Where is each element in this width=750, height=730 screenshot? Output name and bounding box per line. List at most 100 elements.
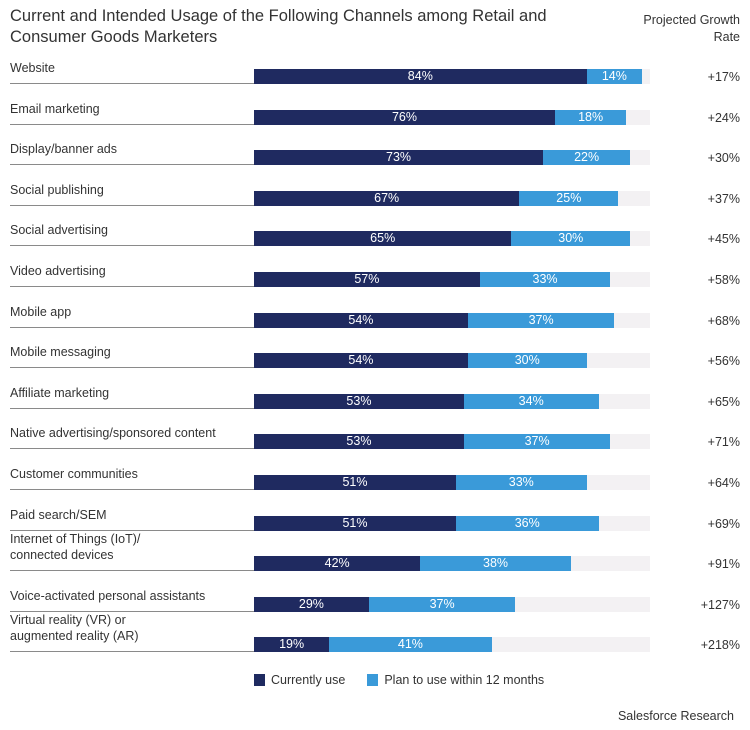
growth-rate: +71% [707, 435, 740, 450]
category-label: Paid search/SEM [10, 507, 254, 531]
bar-track: 84% 14% [254, 69, 650, 84]
bar-current: 53% [254, 434, 464, 450]
category-label: Affiliate marketing [10, 385, 254, 409]
growth-rate: +69% [707, 516, 740, 531]
bar-plan: 37% [467, 312, 615, 328]
bar-track: 73% 22% [254, 150, 650, 166]
category-label: Customer communities [10, 466, 254, 490]
category-label: Mobile app [10, 304, 254, 328]
bar-track: 54% 30% [254, 353, 650, 369]
bar-current: 73% [254, 150, 544, 166]
bar-current: 84% [254, 69, 587, 84]
growth-rate: +127% [700, 597, 740, 612]
legend-label-plan: Plan to use within 12 months [384, 673, 545, 687]
growth-rate: +68% [707, 313, 740, 328]
bar-plan: 25% [519, 190, 619, 206]
bar-row: Native advertising/sponsored content 53% 3… [0, 409, 750, 450]
bar-row: Voice-activated personal assistants 29% 37… [0, 572, 750, 612]
bar-plan: 37% [368, 596, 516, 612]
bar-plan: 38% [420, 556, 571, 572]
growth-rate: +24% [707, 110, 740, 125]
bar-current: 67% [254, 190, 520, 206]
legend-item-current: Currently use [254, 673, 345, 687]
bar-row: Social publishing 67% 25% +37% [0, 166, 750, 206]
bar-current: 76% [254, 109, 555, 125]
chart-title: Current and Intended Usage of the Follow… [10, 7, 547, 46]
category-label: Display/banner ads [10, 141, 254, 166]
bar-row: Video advertising 57% 33% +58% [0, 247, 750, 287]
bar-plan: 37% [463, 434, 611, 450]
bar-current: 51% [254, 475, 456, 490]
legend-swatch-plan [367, 674, 379, 686]
bar-row: Paid search/SEM 51% 36% +69% [0, 491, 750, 531]
growth-rate: +37% [707, 191, 740, 206]
bar-track: 67% 25% [254, 190, 650, 206]
bar-track: 42% 38% [254, 556, 650, 572]
bar-row: Email marketing 76% 18% +24% [0, 85, 750, 125]
bar-track: 76% 18% [254, 109, 650, 125]
bar-row: Mobile app 54% 37% +68% [0, 288, 750, 328]
growth-rate: +30% [707, 151, 740, 166]
category-label: Mobile messaging [10, 344, 254, 369]
bar-plan: 14% [586, 69, 643, 84]
growth-rate: +45% [707, 232, 740, 247]
bar-track: 29% 37% [254, 596, 650, 612]
bar-current: 65% [254, 231, 512, 247]
bar-row: Website 84% 14% +17% [0, 44, 750, 84]
bar-plan: 36% [455, 515, 599, 531]
bar-track: 54% 37% [254, 312, 650, 328]
category-label: Voice-activated personal assistants [10, 588, 254, 612]
bar-plan: 30% [467, 353, 587, 369]
bar-current: 53% [254, 393, 464, 409]
category-label: Internet of Things (IoT)/ connected devi… [10, 531, 254, 572]
growth-rate-header: Projected Growth Rate [643, 13, 740, 44]
legend-label-current: Currently use [271, 673, 346, 687]
bar-current: 51% [254, 515, 456, 531]
bar-track: 19% 41% [254, 637, 650, 653]
bar-track: 53% 37% [254, 434, 650, 450]
growth-rate: +218% [700, 638, 740, 653]
bar-track: 53% 34% [254, 393, 650, 409]
category-label: Social advertising [10, 222, 254, 247]
growth-rate: +91% [707, 557, 740, 572]
growth-rate: +64% [707, 476, 740, 490]
bar-current: 19% [254, 637, 330, 653]
bar-row: Display/banner ads 73% 22% +30% [0, 125, 750, 166]
category-label: Video advertising [10, 263, 254, 287]
bar-current: 42% [254, 556, 421, 572]
bar-plan: 34% [463, 393, 599, 409]
legend: Currently use Plan to use within 12 mont… [254, 673, 544, 687]
bar-plan: 22% [543, 150, 631, 166]
category-label: Website [10, 60, 254, 84]
bar-track: 65% 30% [254, 231, 650, 247]
category-label: Social publishing [10, 182, 254, 206]
bar-track: 51% 33% [254, 475, 650, 490]
legend-item-plan: Plan to use within 12 months [367, 673, 544, 687]
bar-row: Social advertising 65% 30% +45% [0, 206, 750, 247]
bar-track: 57% 33% [254, 272, 650, 287]
bar-current: 29% [254, 596, 369, 612]
growth-rate: +56% [707, 354, 740, 369]
bar-plan: 41% [329, 637, 492, 653]
growth-rate: +58% [707, 273, 740, 287]
bar-plan: 30% [511, 231, 631, 247]
bar-current: 57% [254, 272, 480, 287]
bar-row: Mobile messaging 54% 30% +56% [0, 328, 750, 369]
bar-plan: 33% [455, 475, 587, 490]
bar-plan: 18% [554, 109, 627, 125]
bar-track: 51% 36% [254, 515, 650, 531]
bar-row: Customer communities 51% 33% +64% [0, 450, 750, 490]
category-label: Email marketing [10, 101, 254, 125]
growth-rate: +17% [707, 70, 740, 84]
bar-row: Internet of Things (IoT)/ connected devi… [0, 531, 750, 572]
source-note: Salesforce Research [617, 709, 734, 723]
growth-rate: +65% [707, 394, 740, 409]
bar-current: 54% [254, 312, 468, 328]
bar-row: Affiliate marketing 53% 34% +65% [0, 369, 750, 409]
category-label: Native advertising/sponsored content [10, 425, 254, 450]
bar-row: Virtual reality (VR) or augmented realit… [0, 612, 750, 653]
legend-swatch-current [254, 674, 265, 686]
category-label: Virtual reality (VR) or augmented realit… [10, 612, 254, 653]
bar-current: 54% [254, 353, 468, 369]
